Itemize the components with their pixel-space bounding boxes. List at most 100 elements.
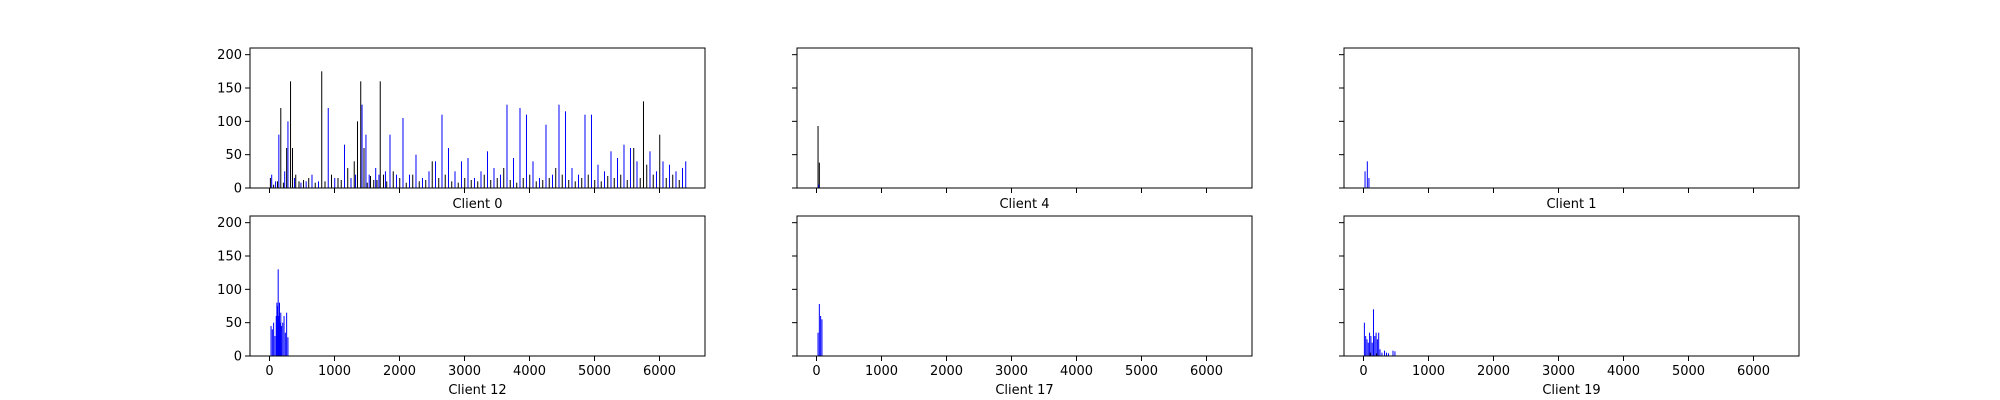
bar — [581, 178, 583, 188]
bar — [308, 178, 310, 188]
bar — [418, 181, 420, 188]
subplot-2: Client 1 — [1339, 47, 1800, 212]
bar — [438, 178, 440, 188]
bar — [1366, 339, 1368, 356]
bar — [685, 161, 687, 188]
x-tick-label: 0 — [1359, 364, 1367, 379]
bar — [548, 178, 550, 188]
bar — [347, 168, 349, 188]
bar — [392, 171, 394, 188]
bar — [290, 81, 292, 188]
bar — [361, 104, 363, 188]
bar — [1365, 336, 1367, 356]
bar — [369, 176, 371, 188]
subplot-0: 0 50 100 150 200 Client 0 — [217, 47, 706, 212]
x-tick-label: 6000 — [643, 364, 676, 379]
bar — [1370, 336, 1372, 356]
bar — [277, 181, 279, 188]
bar — [275, 181, 277, 188]
bar — [629, 148, 631, 188]
axes-frame — [1343, 47, 1800, 189]
x-tick-label: 2000 — [930, 364, 963, 379]
bar — [303, 180, 305, 188]
bar — [529, 174, 531, 188]
bar — [273, 184, 275, 188]
x-tick-label: 1000 — [318, 364, 351, 379]
bar — [277, 269, 279, 356]
y-tick-label: 200 — [217, 216, 242, 231]
bar — [274, 336, 276, 356]
bar — [496, 178, 498, 188]
bar — [327, 108, 329, 188]
bar — [1364, 171, 1366, 188]
bar — [1368, 178, 1370, 188]
bar — [659, 134, 661, 188]
x-tick-label: 1000 — [865, 364, 898, 379]
bar — [408, 174, 410, 188]
bar — [1376, 353, 1378, 356]
bar — [681, 168, 683, 188]
bar — [386, 181, 388, 188]
bar — [499, 174, 501, 188]
bar — [355, 174, 357, 188]
bar — [633, 148, 635, 188]
bar — [668, 164, 670, 188]
bar — [415, 154, 417, 188]
x-tick-label: 6000 — [1190, 364, 1223, 379]
subplot-5: 0 1000 2000 3000 4000 5000 6000 Client 19 — [1339, 215, 1800, 398]
bar — [587, 174, 589, 188]
bar — [278, 134, 280, 188]
subplot-4: 0 1000 2000 3000 4000 5000 6000 Client 17 — [792, 215, 1253, 398]
subplot-1: Client 4 — [792, 47, 1253, 212]
bar — [366, 182, 368, 188]
bar — [278, 316, 280, 356]
y-tick-label: 50 — [225, 316, 242, 331]
bar — [522, 178, 524, 188]
bar — [286, 148, 288, 188]
y-tick-label: 150 — [217, 250, 242, 265]
x-tick-label: 4000 — [513, 364, 546, 379]
bar — [276, 302, 278, 356]
bar — [571, 168, 573, 188]
x-tick-label: 4000 — [1607, 364, 1640, 379]
bar — [330, 174, 332, 188]
x-tick-label: 2000 — [383, 364, 416, 379]
bar — [275, 316, 277, 356]
bar — [584, 114, 586, 188]
bar — [363, 148, 365, 188]
bar — [287, 337, 289, 356]
bar — [642, 101, 644, 188]
bar — [616, 158, 618, 188]
bar — [460, 161, 462, 188]
bar — [558, 104, 560, 188]
bar — [305, 181, 307, 188]
bar — [532, 161, 534, 188]
bar — [1387, 353, 1389, 356]
x-tick-label: 2000 — [1477, 364, 1510, 379]
x-tick-label: 1000 — [1412, 364, 1445, 379]
bar — [271, 329, 273, 356]
bar — [395, 174, 397, 188]
bar — [672, 174, 674, 188]
bar — [1374, 336, 1376, 356]
bar — [269, 178, 271, 188]
x-tick-label: 5000 — [1672, 364, 1705, 379]
bar — [280, 326, 282, 356]
bar — [490, 180, 492, 188]
bar — [384, 171, 386, 188]
bar — [451, 181, 453, 188]
bar — [516, 182, 518, 188]
bar — [542, 180, 544, 188]
axes-frame — [796, 47, 1253, 189]
bar — [538, 178, 540, 188]
y-tick-label: 0 — [234, 182, 242, 197]
bar — [412, 174, 414, 188]
x-tick-label: 3000 — [995, 364, 1028, 379]
bar — [431, 161, 433, 188]
bar — [561, 174, 563, 188]
bar — [639, 178, 641, 188]
bar — [623, 144, 625, 188]
bar — [817, 126, 819, 188]
bar — [447, 148, 449, 188]
